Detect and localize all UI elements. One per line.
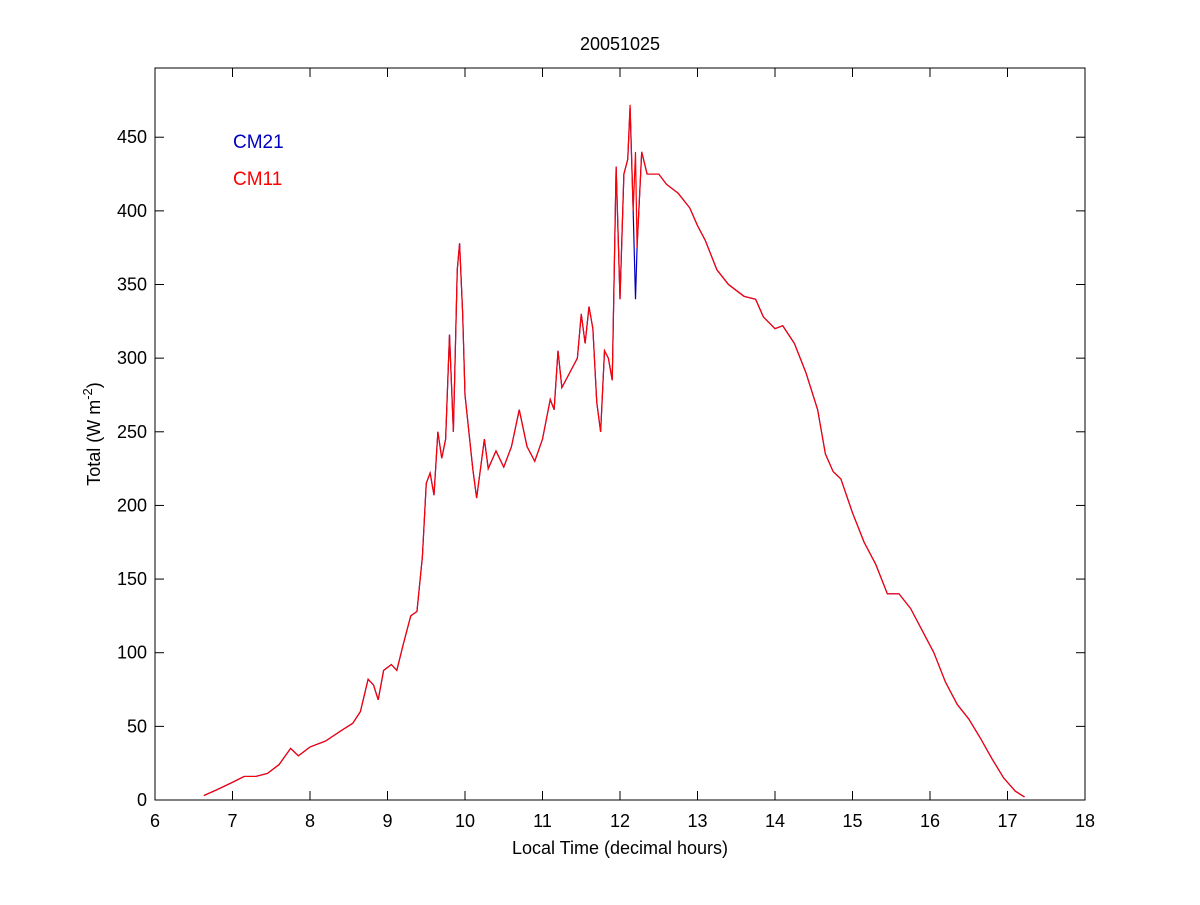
x-tick-label: 18: [1075, 811, 1095, 831]
y-tick-label: 450: [117, 127, 147, 147]
x-tick-label: 15: [842, 811, 862, 831]
x-tick-label: 7: [227, 811, 237, 831]
y-label-suffix: ): [84, 382, 104, 388]
x-tick-label: 8: [305, 811, 315, 831]
x-tick-label: 6: [150, 811, 160, 831]
y-tick-label: 0: [137, 790, 147, 810]
x-tick-label: 12: [610, 811, 630, 831]
legend-entry: CM11: [233, 169, 282, 190]
y-tick-label: 400: [117, 201, 147, 221]
x-axis-label: Local Time (decimal hours): [512, 838, 728, 858]
y-label-superscript: -2: [80, 388, 95, 400]
y-axis-label: Total (W m-2): [80, 382, 104, 486]
x-tick-label: 10: [455, 811, 475, 831]
y-tick-label: 200: [117, 495, 147, 515]
y-tick-label: 50: [127, 716, 147, 736]
series-line: [203, 104, 1025, 798]
x-tick-label: 9: [382, 811, 392, 831]
legend-entry: CM21: [233, 132, 284, 153]
x-tick-label: 17: [997, 811, 1017, 831]
y-tick-label: 300: [117, 348, 147, 368]
y-tick-label: 350: [117, 275, 147, 295]
plot-frame: [154, 67, 1086, 801]
chart-title: 20051025: [580, 34, 660, 54]
y-tick-label: 100: [117, 643, 147, 663]
y-tick-label: 250: [117, 422, 147, 442]
y-tick-label: 150: [117, 569, 147, 589]
x-tick-label: 13: [687, 811, 707, 831]
x-tick-label: 16: [920, 811, 940, 831]
x-tick-label: 14: [765, 811, 785, 831]
y-label-text: Total (W m: [84, 400, 104, 486]
x-tick-label: 11: [533, 811, 552, 831]
